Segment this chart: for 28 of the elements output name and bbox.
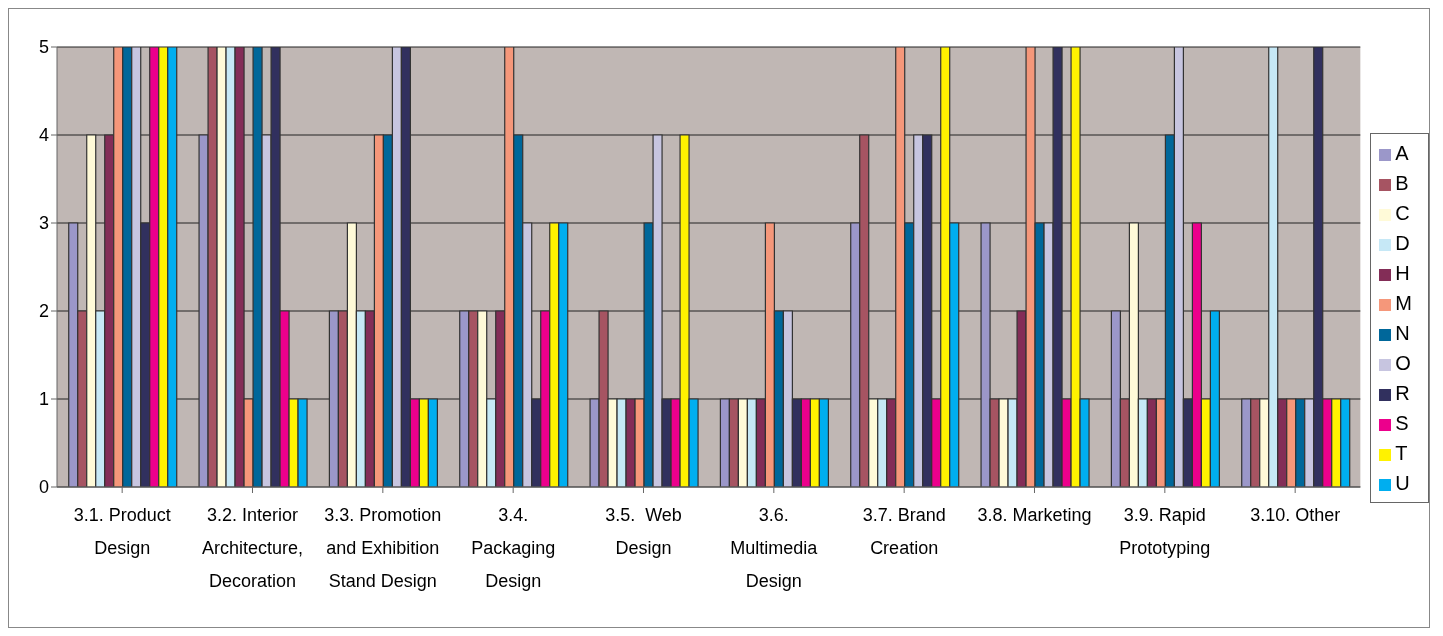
legend-label: H xyxy=(1395,262,1410,284)
x-tick-label: 3.9. Rapid Prototyping xyxy=(1119,505,1211,558)
legend-label: D xyxy=(1395,232,1410,254)
legend-label: M xyxy=(1395,292,1412,314)
legend-label: N xyxy=(1395,322,1410,344)
y-tick-label: 1 xyxy=(38,389,49,410)
legend-label: U xyxy=(1395,472,1410,494)
x-tick-label: 3.8. Marketing xyxy=(977,505,1092,525)
legend-label: A xyxy=(1395,142,1409,164)
x-tick-label: 3.4. Packaging Design xyxy=(471,505,556,591)
x-tick-label: 3.3. Promotion and Exhibition Stand Design xyxy=(324,505,442,591)
y-tick-label: 3 xyxy=(38,213,49,234)
x-tick-label: 3.10. Other xyxy=(1250,505,1341,525)
y-tick-label: 2 xyxy=(38,301,49,322)
legend-label: R xyxy=(1395,382,1410,404)
legend-label: B xyxy=(1395,172,1409,194)
x-tick-label: 3.7. Brand Creation xyxy=(862,505,946,558)
x-tick-label: 3.2. Interior Architecture, Decoration xyxy=(201,505,304,591)
y-tick-label: 4 xyxy=(38,125,49,146)
x-tick-label: 3.5. Web Design xyxy=(605,505,682,558)
x-tick-label: 3.6. Multimedia Design xyxy=(730,505,819,591)
legend-label: S xyxy=(1395,412,1409,434)
legend-label: O xyxy=(1395,352,1411,374)
y-tick-label: 0 xyxy=(38,477,49,498)
legend-label: C xyxy=(1395,202,1410,224)
legend-label: T xyxy=(1395,442,1408,464)
y-tick-label: 5 xyxy=(38,37,49,58)
x-tick-label: 3.1. Product Design xyxy=(73,505,171,558)
